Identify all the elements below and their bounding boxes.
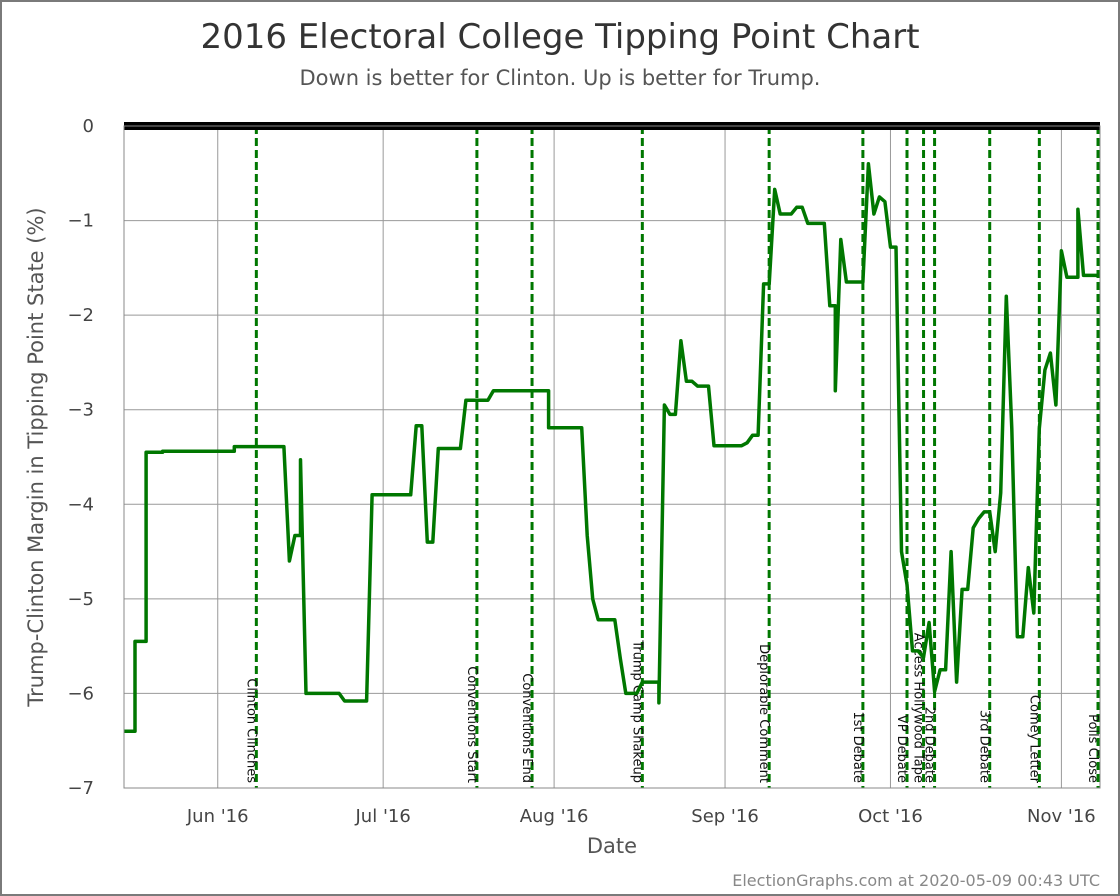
x-tick-label: Nov '16 bbox=[1027, 806, 1096, 827]
y-axis-title: Trump-Clinton Margin in Tipping Point St… bbox=[24, 207, 48, 707]
y-tick-label: −4 bbox=[67, 494, 94, 515]
x-tick-label: Jun '16 bbox=[186, 806, 249, 827]
y-tick-label: −3 bbox=[67, 400, 94, 421]
y-tick-label: −2 bbox=[67, 305, 94, 326]
event-label: Comey Letter bbox=[1026, 695, 1041, 784]
event-label: Conventions End bbox=[519, 673, 534, 783]
event-label: Conventions Start bbox=[464, 666, 479, 783]
event-label: 2nd Debate bbox=[922, 707, 937, 783]
event-label: Polls Close bbox=[1085, 714, 1100, 783]
event-markers: Clinton Clinches Conventions Start Convent… bbox=[243, 126, 1100, 788]
y-tick-label: −5 bbox=[67, 589, 94, 610]
y-tick-label: 0 bbox=[83, 116, 94, 137]
y-tick-label: −7 bbox=[67, 778, 94, 799]
x-axis-ticks: Jun '16 Jul '16 Aug '16 Sep '16 Oct '16 Nov '… bbox=[186, 806, 1096, 827]
event-label: Deplorable Comment bbox=[756, 644, 771, 783]
footer-credit: ElectionGraphs.com at 2020-05-09 00:43 U… bbox=[732, 871, 1100, 890]
x-tick-label: Jul '16 bbox=[355, 806, 411, 827]
y-tick-label: −6 bbox=[67, 683, 94, 704]
x-tick-label: Sep '16 bbox=[691, 806, 759, 827]
event-label: Access Hollywood Tape bbox=[911, 633, 926, 783]
chart-subtitle: Down is better for Clinton. Up is better… bbox=[300, 66, 821, 90]
x-tick-label: Aug '16 bbox=[520, 806, 589, 827]
x-tick-label: Oct '16 bbox=[858, 806, 923, 827]
event-label: 3rd Debate bbox=[977, 710, 992, 783]
y-axis-ticks: 0 −1 −2 −3 −4 −5 −6 −7 bbox=[67, 116, 94, 799]
event-label: Clinton Clinches bbox=[243, 678, 258, 783]
event-label: Trump Camp Shakeup bbox=[629, 639, 644, 783]
series-line-tipping-point bbox=[124, 162, 1100, 734]
y-tick-label: −1 bbox=[67, 211, 94, 232]
chart-title: 2016 Electoral College Tipping Point Cha… bbox=[200, 17, 919, 57]
x-axis-title: Date bbox=[587, 834, 637, 858]
plot-border bbox=[123, 125, 1101, 789]
grid bbox=[124, 125, 1100, 789]
event-label: 1st Debate bbox=[850, 711, 865, 783]
event-label: VP Debate bbox=[894, 715, 909, 783]
